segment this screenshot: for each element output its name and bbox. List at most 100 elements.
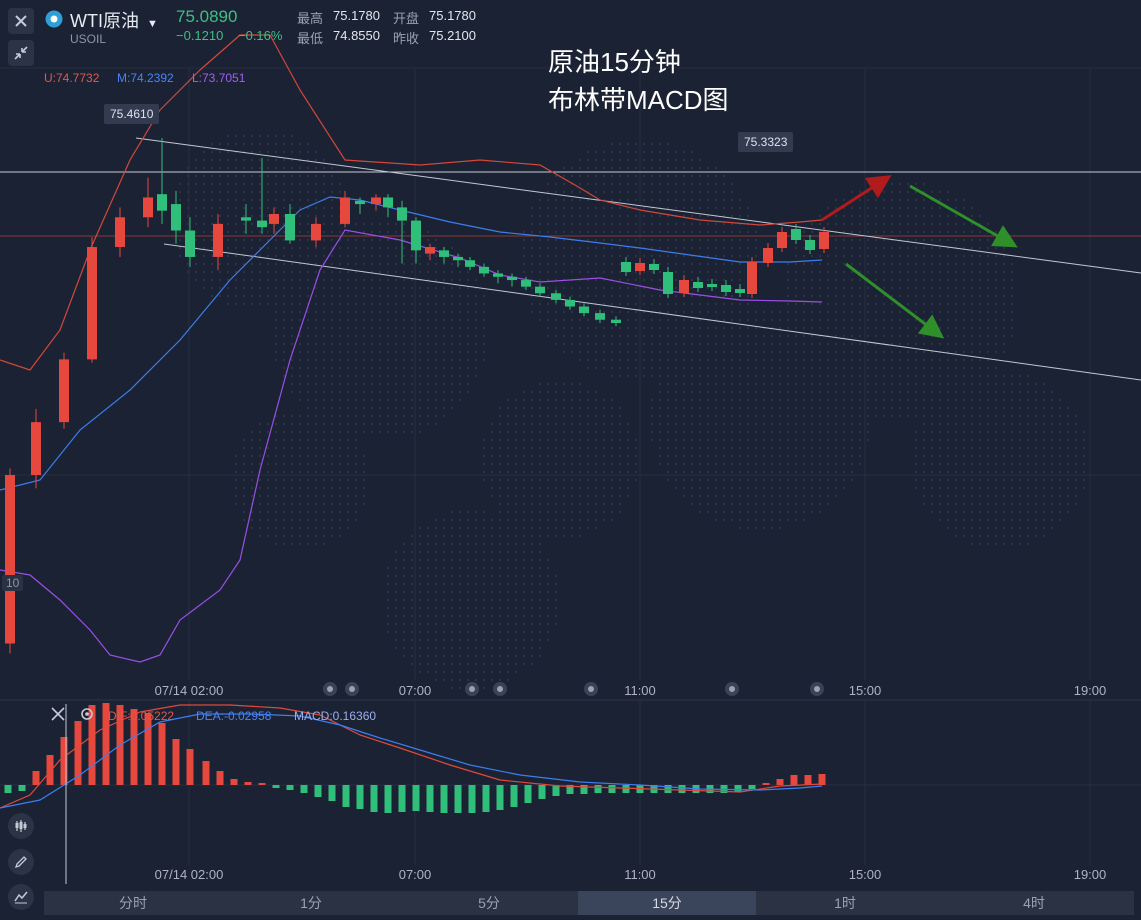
map-dot (818, 294, 822, 298)
map-dot (914, 214, 918, 218)
map-dot (930, 206, 934, 210)
map-dot (226, 206, 230, 210)
map-dot (490, 606, 494, 610)
map-dot (426, 542, 430, 546)
map-dot (474, 350, 478, 354)
map-dot (754, 374, 758, 378)
map-dot (810, 486, 814, 490)
tab-2[interactable]: 1分 (300, 895, 322, 911)
map-dot (1002, 246, 1006, 250)
map-dot (970, 342, 974, 346)
map-dot (266, 158, 270, 162)
map-dot (418, 366, 422, 370)
map-dot (1042, 422, 1046, 426)
map-dot (394, 302, 398, 306)
map-dot (794, 398, 798, 402)
map-dot (402, 350, 406, 354)
map-dot (642, 270, 646, 274)
map-dot (666, 390, 670, 394)
map-dot (330, 382, 334, 386)
map-dot (386, 614, 390, 618)
map-dot (530, 582, 534, 586)
map-dot (786, 326, 790, 330)
collapse-button[interactable] (8, 40, 34, 66)
map-dot (802, 254, 806, 258)
macd-close-button[interactable] (50, 706, 66, 727)
macd-settings-button[interactable] (80, 707, 94, 726)
map-dot (1018, 542, 1022, 546)
tab-1[interactable]: 分时 (119, 895, 147, 911)
map-dot (786, 270, 790, 274)
map-dot (1010, 462, 1014, 466)
map-dot (218, 294, 222, 298)
tab-4[interactable]: 15分 (578, 891, 756, 915)
map-dot (298, 310, 302, 314)
map-dot (722, 206, 726, 210)
symbol-selector[interactable]: WTI原油 ▼ (70, 7, 158, 33)
map-dot (866, 310, 870, 314)
map-dot (274, 270, 278, 274)
candle-body (747, 262, 757, 294)
map-dot (722, 430, 726, 434)
map-dot (922, 398, 926, 402)
tab-5[interactable]: 1时 (834, 895, 856, 911)
map-dot (778, 398, 782, 402)
map-dot (258, 174, 262, 178)
map-dot (586, 230, 590, 234)
map-dot (754, 382, 758, 386)
map-dot (514, 518, 518, 522)
map-dot (906, 318, 910, 322)
map-dot (746, 470, 750, 474)
map-dot (706, 366, 710, 370)
map-dot (914, 358, 918, 362)
map-dot (930, 406, 934, 410)
map-dot (610, 350, 614, 354)
map-dot (226, 190, 230, 194)
map-dot (538, 502, 542, 506)
map-dot (770, 310, 774, 314)
map-dot (418, 374, 422, 378)
map-dot (322, 326, 326, 330)
map-dot (930, 470, 934, 474)
map-dot (418, 286, 422, 290)
map-dot (546, 262, 550, 266)
map-dot (802, 470, 806, 474)
map-dot (458, 342, 462, 346)
tab-6[interactable]: 4时 (1023, 895, 1045, 911)
map-dot (1042, 406, 1046, 410)
map-dot (834, 254, 838, 258)
map-dot (290, 134, 294, 138)
map-dot (778, 318, 782, 322)
map-dot (618, 166, 622, 170)
map-dot (642, 254, 646, 258)
map-dot (970, 366, 974, 370)
line-tool-button[interactable] (8, 884, 34, 910)
map-dot (938, 494, 942, 498)
map-dot (650, 358, 654, 362)
draw-tool-button[interactable] (8, 849, 34, 875)
map-dot (546, 638, 550, 642)
map-dot (434, 278, 438, 282)
map-dot (290, 342, 294, 346)
map-dot (410, 422, 414, 426)
map-dot (666, 310, 670, 314)
map-dot (746, 326, 750, 330)
map-dot (834, 382, 838, 386)
macd-legend: MACD:0.16360 (294, 709, 377, 723)
map-dot (330, 230, 334, 234)
map-dot (674, 286, 678, 290)
map-dot (474, 518, 478, 522)
map-dot (250, 150, 254, 154)
indicator-tool-button[interactable] (8, 813, 34, 839)
tab-3[interactable]: 5分 (478, 895, 500, 911)
map-dot (370, 230, 374, 234)
map-dot (946, 302, 950, 306)
map-dot (914, 206, 918, 210)
map-dot (370, 366, 374, 370)
close-button[interactable] (8, 8, 34, 34)
map-dot (666, 366, 670, 370)
map-dot (274, 446, 278, 450)
map-dot (730, 374, 734, 378)
map-dot (450, 334, 454, 338)
